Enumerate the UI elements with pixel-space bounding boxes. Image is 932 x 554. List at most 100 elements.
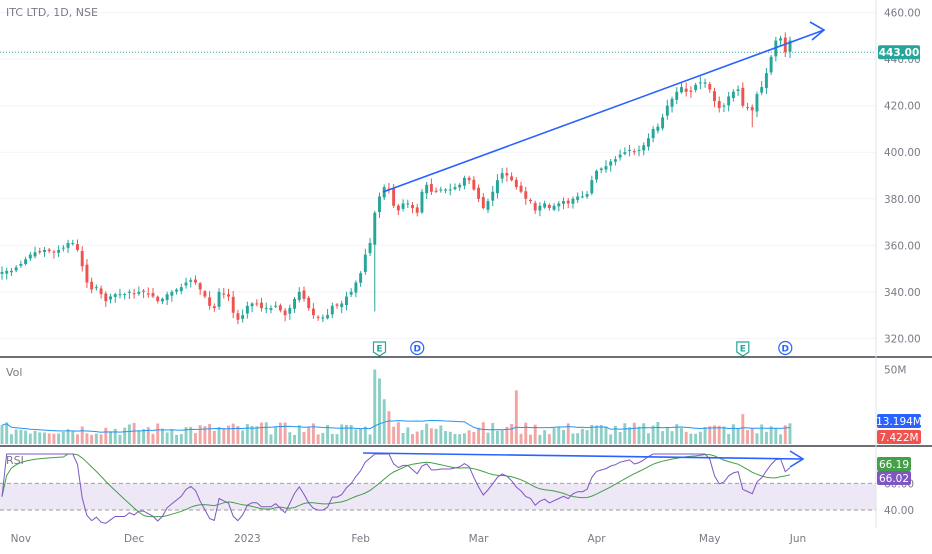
volume-bar <box>642 423 646 444</box>
svg-text:7.422M: 7.422M <box>879 432 918 444</box>
candle-body <box>547 204 551 209</box>
volume-bar <box>505 426 509 444</box>
volume-axis-label: 50M <box>884 364 906 376</box>
time-axis: Nov Dec 2023 Feb Mar Apr May Jun <box>11 533 807 545</box>
candle-body <box>28 254 32 259</box>
candle-body <box>444 189 448 191</box>
rsi-ma-tag: 66.02 <box>877 471 911 485</box>
volume-bar <box>769 426 773 444</box>
candle-body <box>9 270 13 273</box>
volume-bar <box>722 426 726 444</box>
volume-bar <box>750 428 754 444</box>
volume-bar <box>255 426 259 444</box>
volume-bar <box>746 430 749 444</box>
volume-bar <box>585 430 589 444</box>
volume-bar <box>514 390 518 444</box>
candle-body <box>448 189 452 191</box>
volume-bar <box>146 427 150 444</box>
volume-bar <box>632 422 636 444</box>
candle-body <box>411 205 414 209</box>
volume-bar <box>80 426 84 444</box>
candle-body <box>288 308 292 314</box>
volume-bar <box>24 430 28 444</box>
volume-bars <box>0 369 792 444</box>
candle-body <box>283 310 287 316</box>
volume-bar <box>684 431 688 444</box>
volume-bar <box>241 430 245 444</box>
candle-body <box>316 316 320 318</box>
candle-body <box>269 308 273 310</box>
price-axis-label: 440.00 <box>884 54 921 66</box>
candle-body <box>151 293 155 297</box>
candle-body <box>85 264 89 283</box>
candle-body <box>231 296 235 313</box>
candle-body <box>132 293 136 295</box>
volume-bar <box>160 428 164 444</box>
candle-body <box>212 306 216 309</box>
price-axis-label: 380.00 <box>884 194 921 206</box>
dividend-shape <box>778 340 793 356</box>
candle-body <box>142 290 146 292</box>
volume-bar <box>779 434 783 444</box>
svg-text:443.00: 443.00 <box>879 47 920 59</box>
candle-body <box>47 249 51 252</box>
volume-bar <box>344 424 348 444</box>
time-axis-label: Dec <box>124 533 145 545</box>
candle-body <box>94 287 98 289</box>
candle-body <box>680 87 683 93</box>
volume-bar <box>90 434 94 444</box>
candle-body <box>628 149 632 151</box>
candle-body <box>245 305 249 314</box>
candle-body <box>571 198 575 204</box>
candle-body <box>415 207 419 213</box>
volume-bar <box>604 426 608 444</box>
rsi-value-tag: 66.19 <box>877 457 911 471</box>
candle-body <box>519 185 523 192</box>
volume-bar <box>524 422 528 444</box>
volume-bar <box>656 421 660 444</box>
volume-bar <box>203 426 207 444</box>
candle-body <box>156 296 160 302</box>
candle-body <box>109 296 112 300</box>
volume-bar <box>212 430 216 444</box>
volume-bar <box>109 431 112 444</box>
volume-bar <box>113 428 117 444</box>
candle-body <box>250 303 254 307</box>
volume-bar <box>5 422 9 444</box>
price-trendline[interactable] <box>382 21 826 193</box>
candle-body <box>302 290 306 299</box>
price-axis-label: 320.00 <box>884 333 921 345</box>
volume-bar <box>132 422 136 444</box>
candle-body <box>61 247 65 249</box>
candle-body <box>453 187 457 190</box>
volume-bar <box>519 433 523 444</box>
volume-bar <box>788 423 792 444</box>
volume-bar <box>783 425 787 444</box>
candle-body <box>57 249 61 253</box>
volume-bar <box>628 427 632 444</box>
candle-body <box>406 203 410 205</box>
volume-bar <box>250 425 254 444</box>
volume-bar <box>227 425 230 444</box>
volume-bar <box>689 433 693 444</box>
volume-bar <box>349 424 353 444</box>
time-axis-label: Jun <box>789 533 806 545</box>
rsi-trendline[interactable] <box>362 450 805 468</box>
candle-body <box>495 180 499 194</box>
candle-body <box>146 293 150 295</box>
candle-body <box>76 244 79 250</box>
volume-bar <box>477 427 481 444</box>
volume-bar <box>392 426 396 444</box>
candle-body <box>656 126 660 131</box>
volume-bar <box>609 434 613 444</box>
price-axis: 50M60.0040.00460.00440.00420.00400.00380… <box>884 8 921 517</box>
candle-body <box>637 149 641 151</box>
volume-up-tag: 13.194M <box>876 414 922 428</box>
volume-bar <box>354 429 358 444</box>
candle-body <box>651 128 655 139</box>
price-axis-label: 420.00 <box>884 101 921 113</box>
candle-body <box>717 101 721 109</box>
